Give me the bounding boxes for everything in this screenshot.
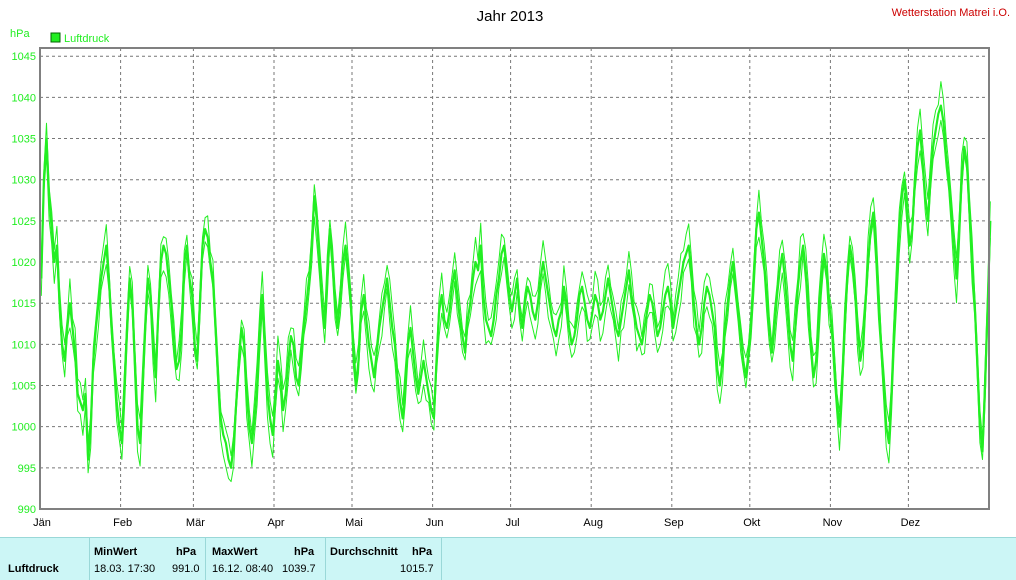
avg-header: Durchschnitt — [330, 546, 398, 558]
stats-min-cell: MinWert hPa 18.03. 17:30 991.0 — [89, 538, 206, 580]
max-unit: hPa — [294, 546, 315, 558]
y-tick-label: 1020 — [12, 257, 36, 269]
x-tick-label: Feb — [113, 517, 132, 529]
y-tick-label: 1025 — [12, 216, 36, 228]
x-tick-label: Okt — [743, 517, 760, 529]
y-tick-label: 1045 — [12, 51, 36, 63]
y-tick-label: 990 — [18, 504, 36, 516]
stats-max-cell: MaxWert hPa 16.12. 08:40 1039.7 — [205, 538, 326, 580]
x-tick-label: Jul — [506, 517, 520, 529]
y-tick-label: 995 — [18, 463, 36, 475]
y-tick-label: 1035 — [12, 134, 36, 146]
min-header: MinWert — [94, 546, 138, 558]
y-tick-label: 1030 — [12, 175, 36, 187]
series-mean-line — [40, 104, 992, 469]
stats-avg-cell: Durchschnitt hPa 1015.7 — [325, 538, 442, 580]
station-name: Wetterstation Matrei i.O. — [892, 7, 1010, 19]
plot-frame — [39, 47, 990, 510]
y-tick-label: 1000 — [12, 422, 36, 434]
x-tick-label: Nov — [823, 517, 843, 529]
x-tick-label: Jän — [33, 517, 51, 529]
min-time: 18.03. 17:30 — [94, 563, 156, 575]
legend-swatch — [50, 32, 61, 43]
chart-title: Jahr 2013 — [477, 8, 544, 25]
y-tick-label: 1015 — [12, 298, 36, 310]
x-tick-label: Sep — [664, 517, 684, 529]
stats-series-label: Luftdruck — [8, 563, 59, 575]
y-tick-label: 1005 — [12, 381, 36, 393]
series-lines — [40, 81, 992, 483]
stats-label-cell: Luftdruck — [0, 538, 90, 580]
min-value: 991.0 — [172, 563, 200, 575]
max-header: MaxWert — [212, 546, 258, 558]
pressure-chart: Jahr 2013 Wetterstation Matrei i.O. hPa … — [10, 7, 1010, 529]
x-axis-ticks: Jän Feb Mär Apr Mai Jun Jul Aug Sep Okt Nov Dez — [33, 517, 920, 529]
y-tick-label: 1040 — [12, 92, 36, 104]
max-time: 16.12. 08:40 — [212, 563, 274, 575]
y-tick-label: 1010 — [12, 339, 36, 351]
legend-label: Luftdruck — [64, 33, 110, 45]
avg-unit: hPa — [412, 546, 433, 558]
y-axis-unit-label: hPa — [10, 28, 30, 40]
stats-panel: Luftdruck MinWert hPa 18.03. 17:30 991.0… — [0, 537, 1016, 580]
x-tick-label: Jun — [426, 517, 444, 529]
x-tick-label: Dez — [901, 517, 921, 529]
x-tick-label: Aug — [583, 517, 603, 529]
x-tick-label: Mär — [186, 517, 205, 529]
avg-value: 1015.7 — [400, 563, 434, 575]
min-unit: hPa — [176, 546, 197, 558]
x-tick-label: Mai — [345, 517, 363, 529]
x-tick-label: Apr — [267, 517, 284, 529]
max-value: 1039.7 — [282, 563, 316, 575]
y-axis-ticks: 990 995 1000 1005 1010 1015 1020 1025 1030 1035 10… — [12, 51, 36, 516]
